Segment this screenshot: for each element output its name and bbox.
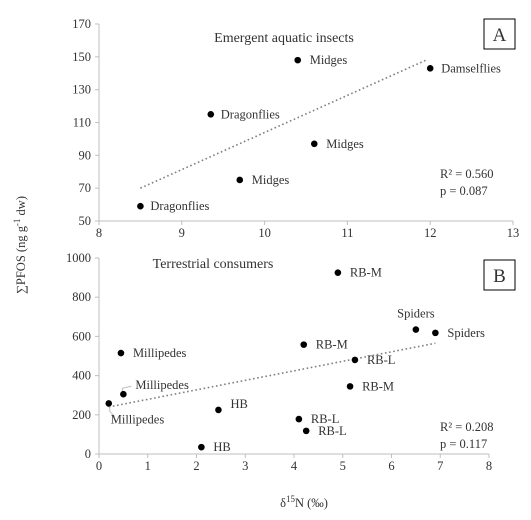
- y-tick-label: 600: [72, 329, 91, 343]
- data-point: [294, 56, 302, 64]
- x-tick-label: 6: [388, 459, 394, 473]
- x-tick-label: 10: [258, 226, 271, 240]
- data-point: [215, 406, 222, 414]
- panel-a: 50 70 90 110 130 150 170 8 9 10 11 12 13 A Emergent aq…: [72, 17, 519, 240]
- point-label: RB-M: [362, 379, 394, 393]
- data-point: [137, 202, 144, 210]
- point-label: Damselflies: [441, 61, 501, 75]
- label-leader-line: [109, 406, 116, 417]
- x-tick-label: 11: [341, 226, 353, 240]
- data-point: [236, 176, 244, 184]
- p-value-text: p = 0.087: [440, 184, 488, 198]
- label-leader-line: [121, 385, 132, 392]
- data-point: [302, 427, 310, 435]
- data-point: [120, 390, 127, 398]
- data-point: [310, 140, 318, 148]
- r-squared-text: R² = 0.208: [440, 420, 494, 434]
- data-point: [412, 326, 420, 333]
- y-tick-label: 170: [72, 17, 91, 31]
- y-tick-label: 70: [79, 181, 92, 195]
- point-label: HB: [213, 440, 230, 454]
- y-tick-label: 110: [73, 116, 91, 130]
- data-point: [346, 383, 354, 390]
- x-tick-label: 3: [242, 459, 248, 473]
- data-point: [117, 349, 125, 357]
- data-point: [432, 329, 439, 337]
- point-label: RB-L: [311, 412, 339, 426]
- point-label: Spiders: [397, 307, 435, 321]
- data-point: [105, 400, 113, 407]
- point-label: Millipedes: [133, 346, 187, 360]
- trendline: [108, 342, 436, 408]
- y-tick-label: 150: [72, 50, 91, 64]
- data-point: [334, 269, 342, 277]
- x-tick-label: 5: [340, 459, 346, 473]
- data-point: [207, 110, 215, 118]
- y-tick-label: 90: [79, 148, 92, 162]
- y-tick-label: 200: [72, 408, 91, 422]
- p-value-text: p = 0.117: [440, 437, 487, 451]
- y-tick-label: 130: [72, 83, 91, 97]
- point-label: Dragonflies: [150, 199, 209, 213]
- point-label: Spiders: [447, 326, 485, 340]
- panel-letter-box: [483, 259, 516, 291]
- data-point: [300, 341, 308, 348]
- data-point: [351, 356, 359, 364]
- x-tick-label: 9: [179, 226, 185, 240]
- y-tick-label: 0: [85, 447, 91, 461]
- r-squared-text: R² = 0.560: [440, 167, 494, 181]
- point-label: Millipedes: [111, 412, 165, 426]
- data-point: [295, 415, 303, 423]
- panel-title: Terrestrial consumers: [153, 257, 274, 272]
- point-label: Midges: [252, 173, 290, 187]
- point-label: RB-L: [367, 353, 395, 367]
- data-point: [198, 443, 205, 451]
- data-point: [426, 65, 434, 72]
- x-tick-label: 8: [96, 226, 102, 240]
- y-tick-label: 400: [72, 369, 91, 383]
- point-label: HB: [230, 397, 247, 411]
- point-label: Dragonflies: [221, 107, 280, 121]
- point-label: Millipedes: [135, 378, 189, 392]
- point-label: Midges: [326, 137, 364, 151]
- point-label: RB-L: [318, 424, 346, 438]
- x-axis-label: δ15N (‰): [280, 494, 328, 510]
- panel-letter-box: [483, 18, 516, 50]
- point-label: RB-M: [350, 266, 382, 280]
- y-tick-label: 800: [72, 290, 91, 304]
- x-tick-label: 8: [486, 459, 492, 473]
- point-label: RB-M: [316, 338, 348, 352]
- point-label: Midges: [310, 53, 348, 67]
- x-tick-label: 13: [507, 226, 520, 240]
- x-tick-label: 12: [424, 226, 437, 240]
- y-tick-label: 50: [79, 214, 92, 228]
- panel-b: 0 200 400 600 800 1000 0 1 2 3 4 5 6 7 8 B Terrestrial c…: [66, 251, 516, 473]
- x-tick-label: 4: [291, 459, 298, 473]
- y-tick-label: 1000: [66, 251, 91, 265]
- x-tick-label: 1: [145, 459, 151, 473]
- panel-letter: B: [493, 266, 506, 287]
- panel-title: Emergent aquatic insects: [214, 31, 354, 46]
- y-axis-label: ∑PFOS (ng g-1 dw): [12, 196, 28, 294]
- x-tick-label: 2: [193, 459, 199, 473]
- panel-letter: A: [493, 25, 507, 46]
- x-tick-label: 7: [437, 459, 443, 473]
- x-tick-label: 0: [96, 459, 102, 473]
- trendline: [140, 59, 427, 189]
